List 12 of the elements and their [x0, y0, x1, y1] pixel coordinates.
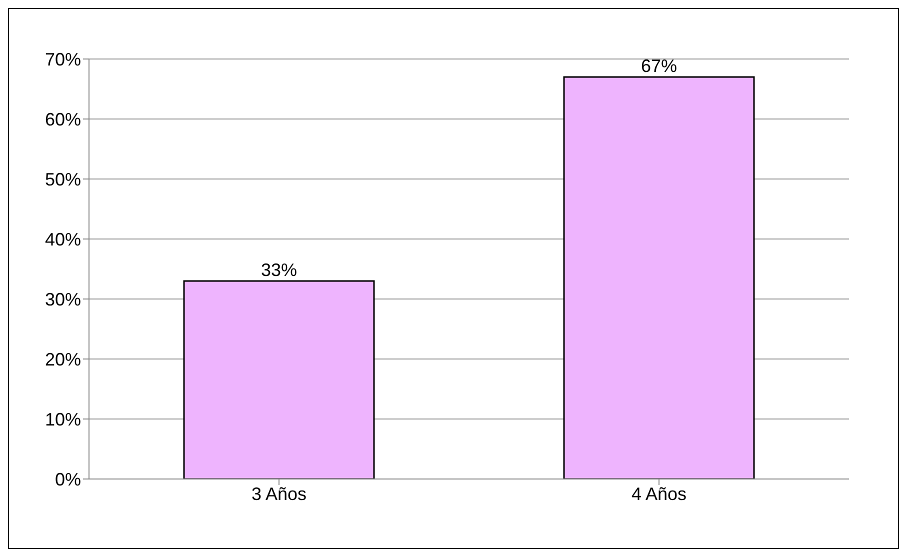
- data-label: 67%: [640, 56, 678, 76]
- x-tick-label: 4 Años: [631, 484, 687, 504]
- y-tick-label: 70%: [44, 49, 81, 70]
- y-tick-label: 0%: [54, 469, 81, 490]
- y-tick-label: 40%: [44, 229, 81, 250]
- data-label: 33%: [260, 260, 298, 280]
- y-tick-label: 50%: [44, 169, 81, 190]
- x-tick-label: 3 Años: [251, 484, 307, 504]
- y-tick-label: 60%: [44, 109, 81, 130]
- y-tick-label: 30%: [44, 289, 81, 310]
- y-tick-label: 20%: [44, 349, 81, 370]
- y-tick-label: 10%: [44, 409, 81, 430]
